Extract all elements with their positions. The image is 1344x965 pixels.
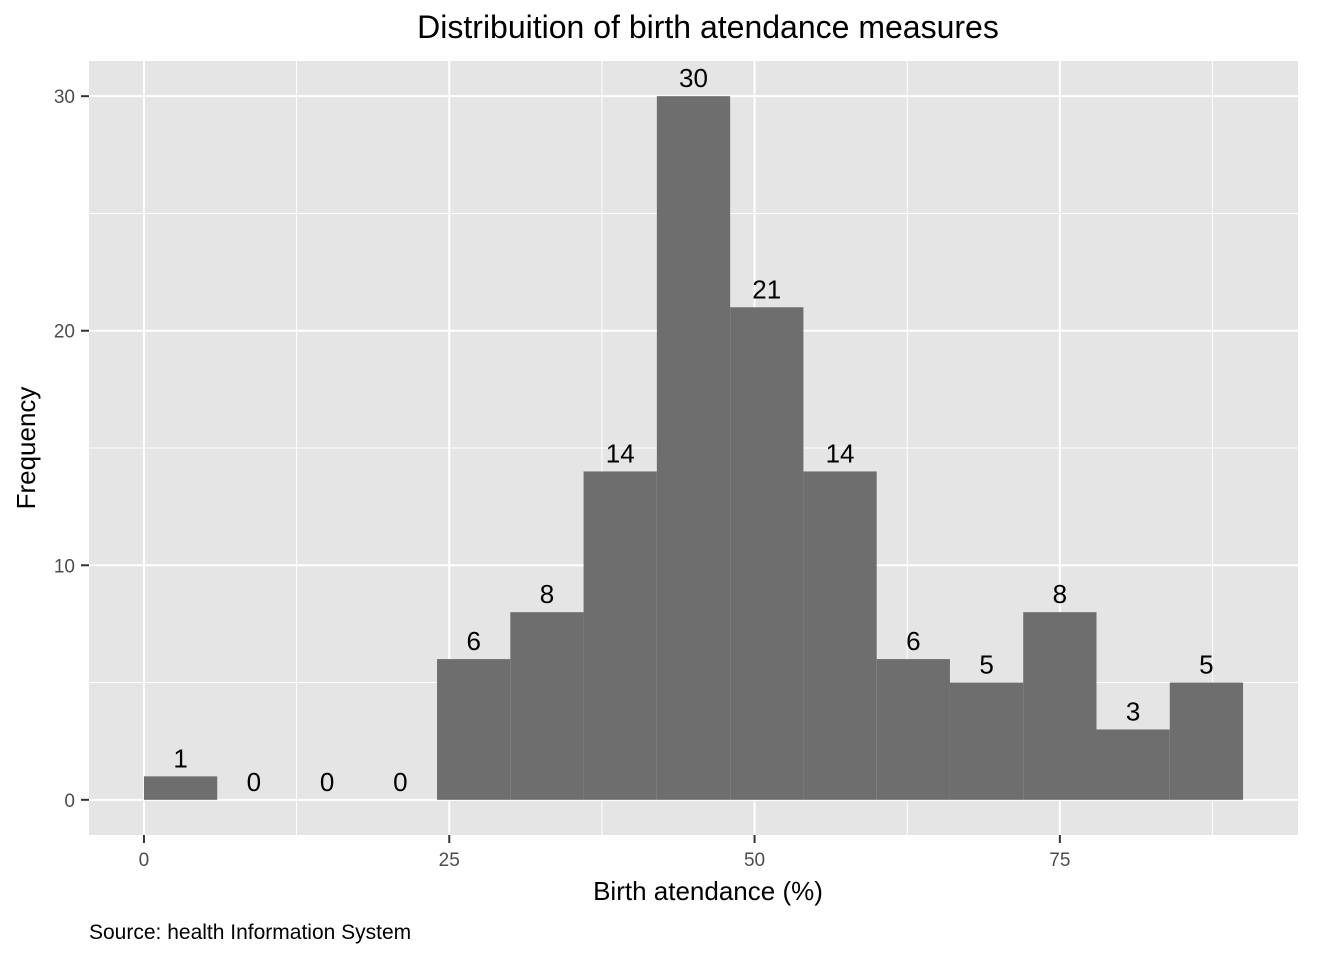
bar-count-label: 21 [752,274,781,304]
bar-count-label: 14 [826,438,855,468]
bar-count-label: 6 [466,626,480,656]
histogram-bar [730,307,804,800]
histogram-bar [143,776,218,800]
bar-count-label: 3 [1126,696,1140,726]
y-tick-label: 10 [54,556,75,577]
x-tick-label: 25 [439,850,460,871]
histogram-bar [803,471,877,800]
y-tick-label: 20 [54,322,75,343]
y-axis: 0 10 20 30 [54,87,89,812]
histogram-bar [656,96,731,800]
bar-count-label: 0 [393,767,407,797]
bar-count-label: 6 [906,626,920,656]
histogram-bar [1169,682,1244,800]
bar-count-label: 30 [679,63,708,93]
y-tick-label: 30 [54,87,75,108]
x-tick-label: 75 [1049,850,1070,871]
bar-count-label: 14 [606,438,635,468]
histogram-bar [949,682,1024,800]
y-axis-title: Frequency [11,387,41,510]
x-axis-title: Birth atendance (%) [593,876,823,906]
y-tick-label: 0 [64,791,75,812]
chart-caption: Source: health Information System [89,921,411,944]
bars [143,96,1244,800]
bar-count-label: 0 [247,767,261,797]
bar-labels: 1 0 0 0 6 8 14 30 21 14 6 5 8 3 5 [173,63,1213,797]
chart-title: Distribuition of birth atendance measure… [417,9,999,45]
bar-count-label: 1 [173,743,187,773]
bar-count-label: 5 [979,650,993,680]
bar-count-label: 8 [1053,579,1067,609]
histogram-bar [437,659,511,800]
histogram-bar [1023,612,1097,800]
histogram-bar [876,659,950,800]
histogram-bar [583,471,657,800]
bar-count-label: 5 [1199,650,1213,680]
bar-count-label: 8 [540,579,554,609]
x-axis: 0 25 50 75 [139,835,1070,871]
x-tick-label: 0 [139,850,150,871]
histogram-bar [1096,729,1170,800]
histogram-bar [510,612,584,800]
bar-count-label: 0 [320,767,334,797]
x-tick-label: 50 [744,850,765,871]
